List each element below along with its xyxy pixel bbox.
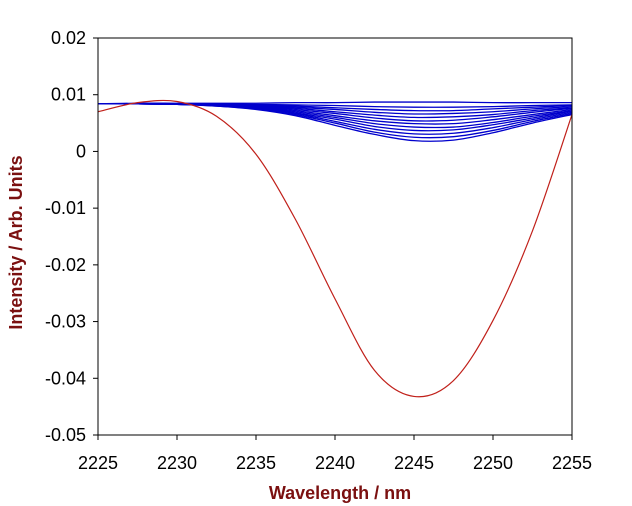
blue-series-line	[97, 103, 573, 142]
x-tick-label: 2240	[315, 453, 355, 473]
x-tick-label: 2250	[473, 453, 513, 473]
y-tick-label: -0.05	[45, 425, 86, 445]
y-tick-label: -0.01	[45, 198, 86, 218]
x-tick-label: 2230	[157, 453, 197, 473]
x-tick-label: 2235	[236, 453, 276, 473]
plot-area-frame	[97, 37, 573, 436]
y-tick-label: 0	[76, 141, 86, 161]
series-group	[97, 99, 573, 398]
y-tick-label: -0.04	[45, 368, 86, 388]
y-tick-label: 0.02	[51, 28, 86, 48]
ticks-group: 0.02 0.01 0 -0.01 -0.02 -0.03 -0.04 -0.05 2225 22…	[45, 28, 592, 473]
x-axis-title: Wavelength / nm	[269, 483, 411, 503]
x-tick-label: 2245	[394, 453, 434, 473]
y-axis-title: Intensity / Arb. Units	[6, 155, 26, 329]
x-tick-label: 2255	[552, 453, 592, 473]
y-tick-label: -0.03	[45, 312, 86, 332]
y-tick-label: -0.02	[45, 255, 86, 275]
y-tick-label: 0.01	[51, 85, 86, 105]
red-series-line	[97, 99, 573, 398]
x-tick-label: 2225	[78, 453, 118, 473]
